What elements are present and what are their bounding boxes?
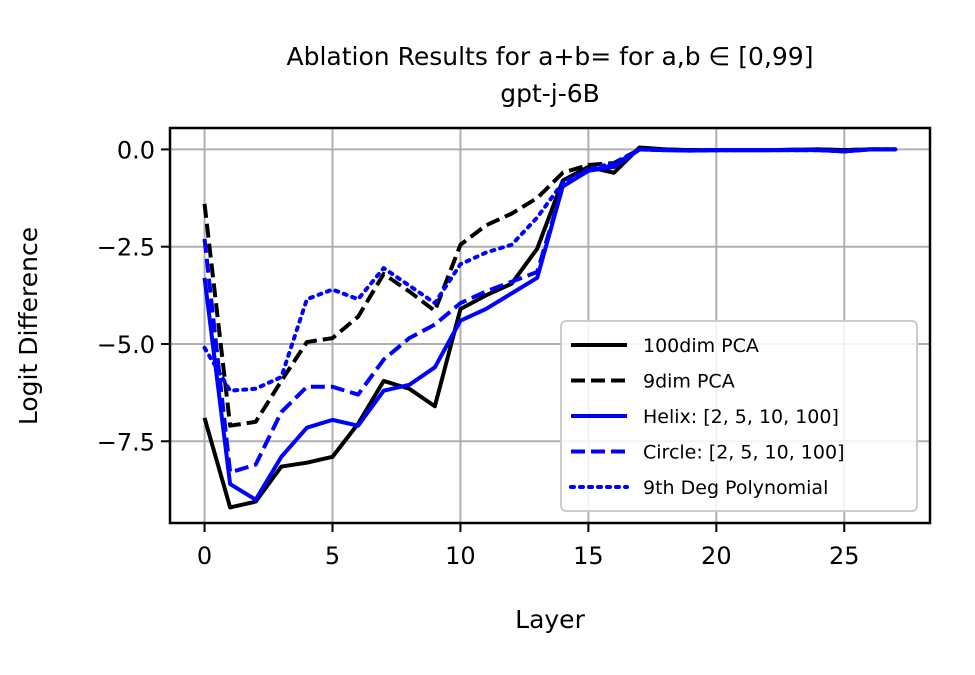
plot-frame bbox=[168, 126, 932, 525]
y-tick-label: −2.5 bbox=[97, 234, 155, 262]
legend-box bbox=[560, 320, 918, 512]
x-tick-label: 20 bbox=[701, 542, 732, 570]
x-axis-label: Layer bbox=[515, 605, 585, 634]
x-tick-label: 25 bbox=[829, 542, 860, 570]
x-tick-label: 10 bbox=[445, 542, 476, 570]
legend-label: 9th Deg Polynomial bbox=[643, 477, 828, 499]
chart-subtitle: gpt-j-6B bbox=[500, 79, 600, 108]
legend-label: Helix: [2, 5, 10, 100] bbox=[643, 406, 839, 428]
axis-ticks: 0 5 10 15 20 25 0.0 −2.5 −5.0 −7.5 bbox=[97, 136, 860, 570]
x-tick-label: 5 bbox=[325, 542, 340, 570]
series-line-5 bbox=[202, 147, 898, 393]
legend: 100dim PCA 9dim PCA Helix: [2, 5, 10, 100]… bbox=[560, 320, 918, 512]
x-tick-label: 0 bbox=[197, 542, 212, 570]
legend-label: 9dim PCA bbox=[643, 371, 735, 393]
y-axis-label: Logit Difference bbox=[14, 227, 43, 425]
y-tick-label: −7.5 bbox=[97, 428, 155, 456]
x-tick-label: 15 bbox=[573, 542, 604, 570]
chart-title: Ablation Results for a+b= for a,b ∈ [0,9… bbox=[287, 42, 814, 71]
legend-label: 100dim PCA bbox=[643, 335, 759, 357]
legend-label: Circle: [2, 5, 10, 100] bbox=[643, 442, 844, 464]
y-tick-label: −5.0 bbox=[97, 331, 155, 359]
y-tick-label: 0.0 bbox=[117, 136, 155, 164]
series-lines bbox=[202, 145, 898, 510]
